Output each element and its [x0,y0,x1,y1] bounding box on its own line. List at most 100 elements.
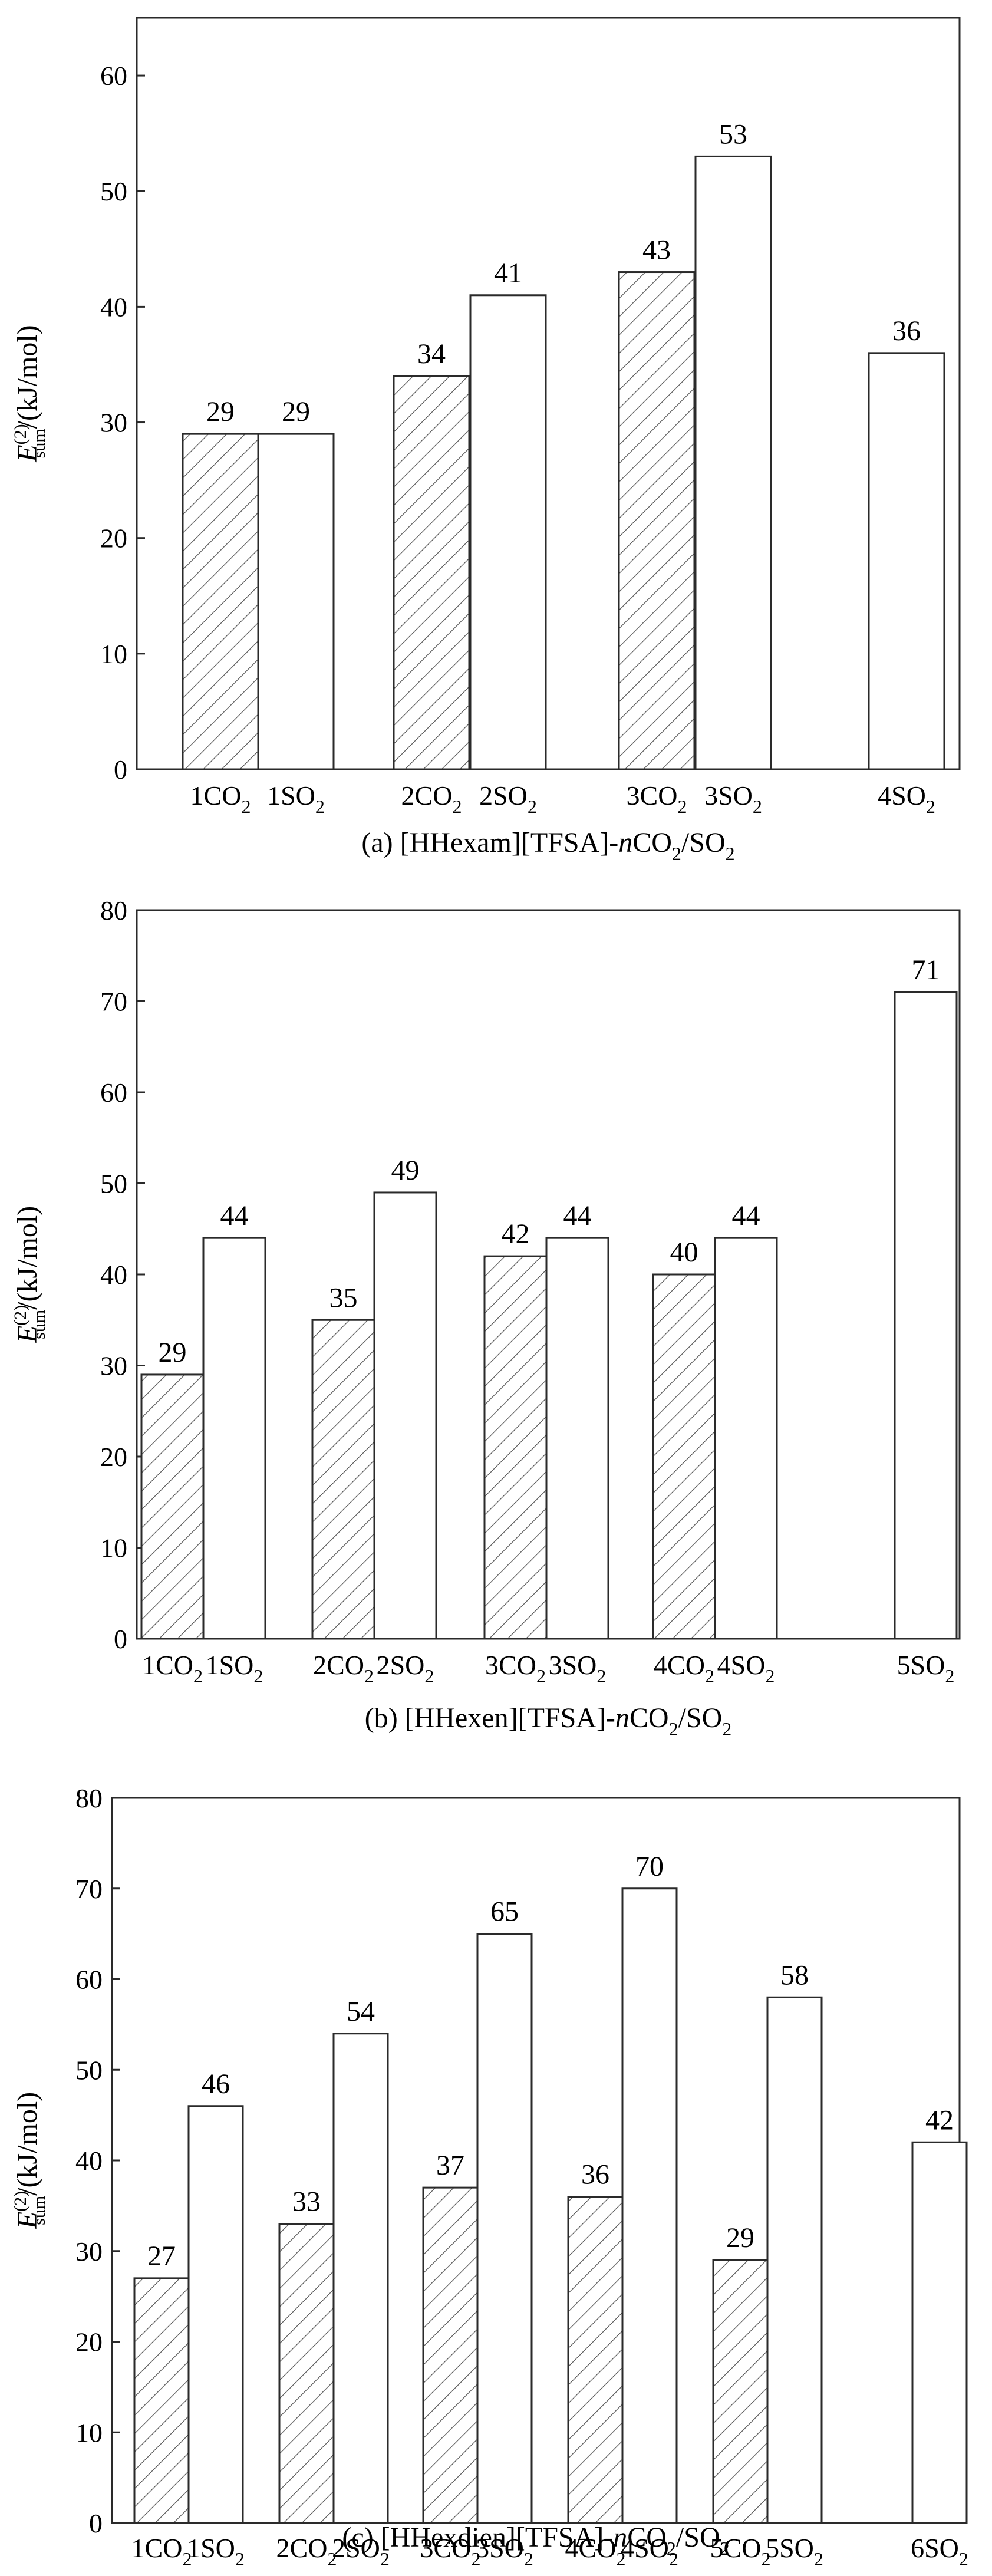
bar-value-label: 29 [206,396,235,427]
bar-value-label: 29 [726,2222,754,2254]
y-tick-label: 30 [100,1351,127,1381]
bar-co2 [712,2259,769,2524]
panel-caption: (b) [HHexen][TFSA]-nCO2/SO2 [365,1702,732,1740]
panel-c: 0 10 20 30 40 50 60 70 80 27 1CO2 46 1SO2 33 2CO2 54 2SO… [11,1783,968,2570]
bar-value-label: 42 [925,2104,954,2136]
bar-value-label: 54 [347,1996,375,2027]
bar-co2 [278,2223,335,2524]
panel-caption: (c) [HHexdien][TFSA]-nCO2/SO2 [342,2522,729,2559]
x-category-label: 4SO2 [717,1650,775,1686]
y-label-unit: /(kJ/mol) [12,1206,43,1310]
bar-value-label: 44 [732,1200,760,1231]
bar-value-label: 44 [563,1200,592,1231]
bar-so2 [202,1237,266,1640]
x-category-label: 2CO2 [276,2533,337,2570]
bar-value-label: 35 [329,1282,358,1313]
x-category-label: 6SO2 [911,2533,968,2570]
bar-value-label: 36 [892,315,921,347]
y-tick-label: 50 [100,1169,127,1199]
y-tick-label: 0 [114,1624,127,1654]
y-label-superscript: (2) [11,424,30,444]
bar-so2 [894,991,958,1640]
x-category-label: 3CO2 [627,780,687,817]
bar-value-label: 44 [220,1200,249,1231]
bar-so2 [766,1996,823,2524]
bar-so2 [476,1933,533,2524]
bar-so2 [545,1237,609,1640]
y-label-superscript: (2) [11,1305,30,1326]
y-tick-label: 80 [75,1783,103,1813]
y-label-subscript: sum [29,1310,49,1339]
bar-value-label: 29 [159,1337,187,1368]
x-category-label: 2CO2 [401,780,462,817]
bar-value-label: 42 [502,1218,530,1250]
x-category-label: 5CO2 [710,2533,771,2570]
bar-value-label: 37 [436,2150,464,2181]
x-category-label: 4SO2 [621,2533,678,2570]
x-category-label: 3SO2 [704,780,762,817]
panel-b: 0 10 20 30 40 50 60 70 80 29 1CO2 44 1SO2 35 2CO2 49 2SO… [11,895,961,1740]
x-category-label: 5SO2 [766,2533,823,2570]
y-tick-label: 20 [100,523,127,554]
bar-co2 [182,433,259,770]
bar-co2 [618,271,696,770]
bar-co2 [140,1373,205,1640]
y-tick-label: 10 [100,1533,127,1563]
bar-co2 [652,1273,716,1640]
x-category-label: 1SO2 [206,1650,263,1686]
y-tick-label: 10 [75,2417,103,2447]
y-label-symbol: E [12,2212,43,2229]
y-tick-label: 50 [100,176,127,206]
bar-value-label: 29 [282,396,310,427]
x-category-label: 2SO2 [479,780,537,817]
y-tick-label: 10 [100,639,127,669]
x-category-label: 4CO2 [565,2533,626,2570]
bar-so2 [911,2141,968,2524]
bar-value-label: 40 [670,1237,698,1268]
panel-caption: (a) [HHexam][TFSA]-nCO2/SO2 [361,827,734,864]
x-category-label: 3SO2 [549,1650,607,1686]
bar-so2 [257,433,335,770]
y-tick-label: 70 [100,987,127,1017]
x-category-label: 1CO2 [190,780,251,817]
x-category-label: 2CO2 [313,1650,374,1686]
bar-co2 [422,2186,479,2524]
plot-frame [136,17,961,770]
bar-value-label: 41 [494,258,522,289]
x-category-label: 3SO2 [476,2533,533,2570]
y-tick-label: 50 [75,2055,103,2085]
y-axis-label: E(2)sum/(kJ/mol) [11,325,49,462]
bar-co2 [311,1319,375,1640]
bar-value-label: 34 [417,338,446,370]
y-tick-label: 70 [75,1874,103,1904]
y-label-symbol: E [12,1326,43,1343]
panel-a: 0 10 20 30 40 50 60 29 1CO2 29 1SO2 34 2CO2 41 2SO2 43 3… [11,17,961,864]
bar-so2 [469,294,547,770]
x-category-label: 5SO2 [897,1650,955,1686]
x-category-label: 1SO2 [187,2533,245,2570]
y-axis-label: E(2)sum/(kJ/mol) [11,2092,49,2229]
bar-value-label: 58 [780,1959,809,1991]
bar-value-label: 65 [490,1896,519,1928]
y-tick-label: 60 [75,1965,103,1995]
bar-so2 [373,1191,437,1640]
bar-so2 [868,352,945,770]
bar-value-label: 46 [202,2068,230,2100]
bar-value-label: 36 [581,2159,609,2190]
y-tick-label: 40 [100,1260,127,1290]
bar-so2 [714,1237,778,1640]
bar-value-label: 70 [635,1851,664,1882]
bar-so2 [694,155,772,770]
bar-value-label: 43 [642,235,671,266]
bar-co2 [567,2196,624,2524]
y-tick-label: 80 [100,895,127,925]
bar-value-label: 49 [391,1155,420,1186]
x-category-label: 3CO2 [420,2533,481,2570]
x-category-label: 2SO2 [332,2533,390,2570]
bar-value-label: 53 [719,118,747,150]
y-tick-label: 0 [114,755,127,785]
y-label-unit: /(kJ/mol) [12,2092,43,2196]
y-tick-label: 30 [100,408,127,438]
y-axis-label: E(2)sum/(kJ/mol) [11,1206,49,1343]
bar-co2 [483,1255,548,1640]
